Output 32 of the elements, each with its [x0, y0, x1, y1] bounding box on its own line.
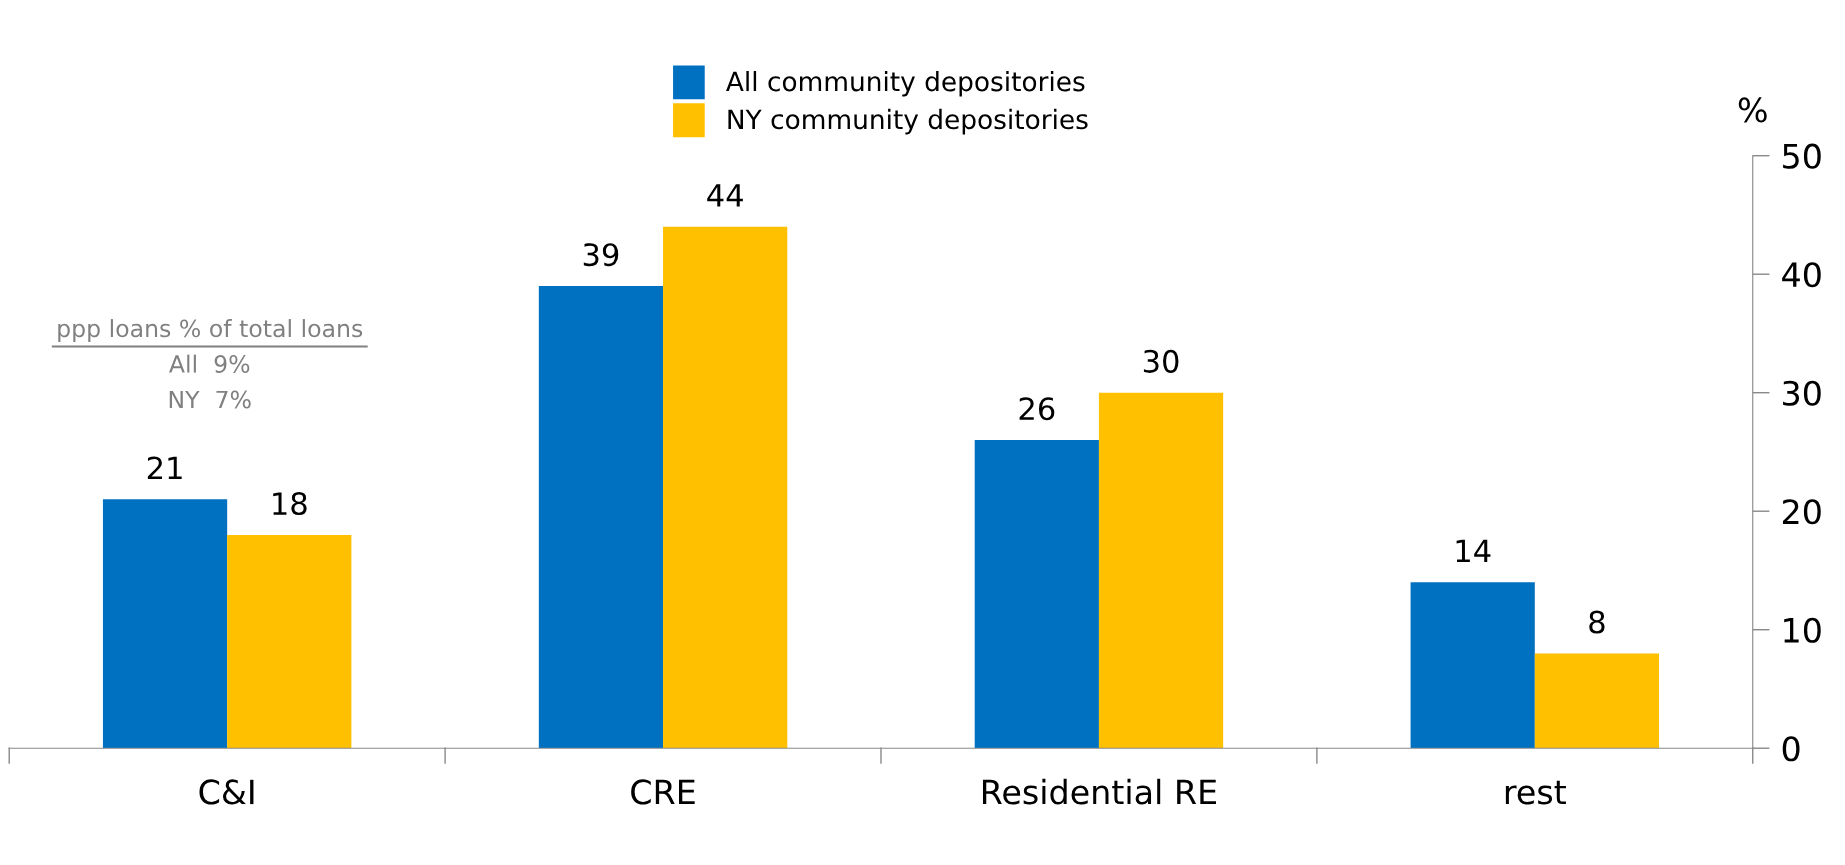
legend-label: NY community depositories: [728, 108, 1088, 135]
legend-label: All community depositories: [726, 71, 1085, 97]
x-tick-label: Residential RE: [982, 778, 1217, 805]
bar: [1098, 392, 1224, 749]
data-label: 30: [1143, 349, 1179, 373]
bar: [102, 499, 228, 749]
data-label: 39: [583, 243, 619, 267]
x-tick-label: rest: [1505, 780, 1566, 805]
data-label: 44: [707, 184, 743, 207]
annotation: ppp loans % of total loans: [58, 319, 363, 342]
y-tick-label: 0: [1782, 736, 1800, 762]
y-tick-label: 20: [1782, 499, 1821, 525]
data-label: 26: [1019, 397, 1055, 421]
data-label: 8: [1589, 610, 1605, 634]
x-tick-label: C&I: [199, 779, 254, 805]
y-tick-label: 10: [1784, 617, 1821, 643]
data-label: 21: [147, 456, 182, 480]
annotation: NY 7%: [169, 390, 251, 409]
y-tick-label: 50: [1783, 143, 1821, 169]
annotation: All 9%: [169, 354, 250, 373]
bar: [1410, 582, 1535, 749]
x-tick-label: CRE: [631, 779, 695, 805]
y-axis-title: %: [1738, 97, 1767, 123]
bar: [538, 286, 664, 749]
y-tick-label: 30: [1783, 380, 1821, 406]
y-tick-label: 40: [1782, 262, 1821, 288]
bar: [663, 226, 788, 749]
bar: [1534, 653, 1660, 749]
bar: [974, 440, 1099, 749]
data-label: 14: [1456, 539, 1491, 563]
data-label: 18: [273, 491, 307, 516]
bar: [227, 534, 352, 749]
